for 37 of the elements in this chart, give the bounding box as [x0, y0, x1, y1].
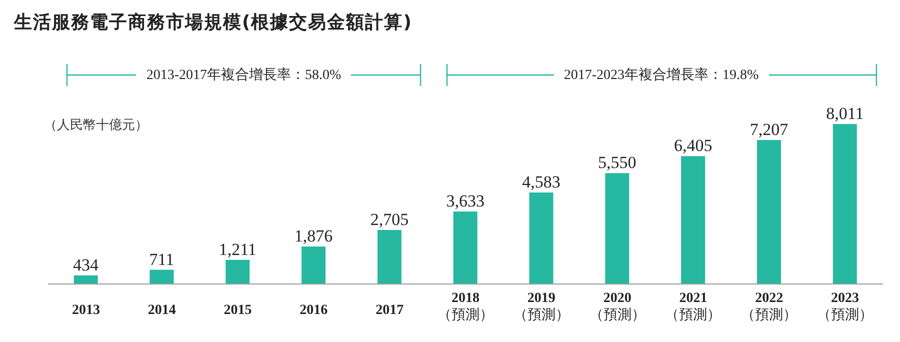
x-tick-label: 2020 （預測） — [589, 291, 646, 323]
x-tick-label: 2016 — [300, 303, 328, 318]
bar — [150, 270, 174, 284]
data-label: 6,405 — [674, 136, 712, 156]
bar — [832, 124, 857, 284]
data-label: 7,207 — [750, 120, 789, 140]
bar — [226, 260, 250, 284]
x-tick-label: 2013 — [72, 303, 100, 318]
bar — [681, 156, 706, 284]
bar — [756, 140, 781, 284]
text: 2013-2017年複合增長率：58.0% — [136, 68, 352, 83]
bar — [605, 173, 630, 284]
data-label: 4,583 — [522, 172, 560, 192]
x-tick-label: 2019 （預測） — [513, 291, 570, 323]
data-label: 1,876 — [294, 226, 333, 246]
data-label: 434 — [73, 255, 100, 274]
x-tick-label: 2015 — [224, 303, 252, 318]
bar — [302, 246, 326, 284]
bar — [529, 192, 554, 284]
bar — [453, 211, 478, 284]
x-tick-label: 2017 — [376, 303, 404, 318]
data-label: 1,211 — [218, 240, 256, 259]
x-tick-label: 2018 （預測） — [438, 291, 494, 323]
y-axis-title: （人民幣十億元） — [44, 116, 148, 134]
chart-title: 生活服務電子商務市場規模(根據交易金額計算) — [14, 11, 412, 34]
data-label: 5,550 — [598, 153, 636, 172]
data-label: 711 — [149, 250, 174, 269]
x-tick-label: 2023 （預測） — [817, 291, 874, 323]
text: 2017-2023年複合增長率：19.8% — [554, 68, 769, 83]
x-tick-label: 2021 （預測） — [665, 291, 722, 323]
data-label: 2,705 — [370, 210, 409, 229]
x-tick-label: 2022 （預測） — [741, 291, 798, 323]
bar — [74, 275, 98, 284]
data-label: 3,633 — [446, 191, 484, 210]
bar — [377, 230, 402, 284]
x-tick-label: 2014 — [148, 303, 176, 318]
data-label: 8,011 — [826, 104, 864, 123]
